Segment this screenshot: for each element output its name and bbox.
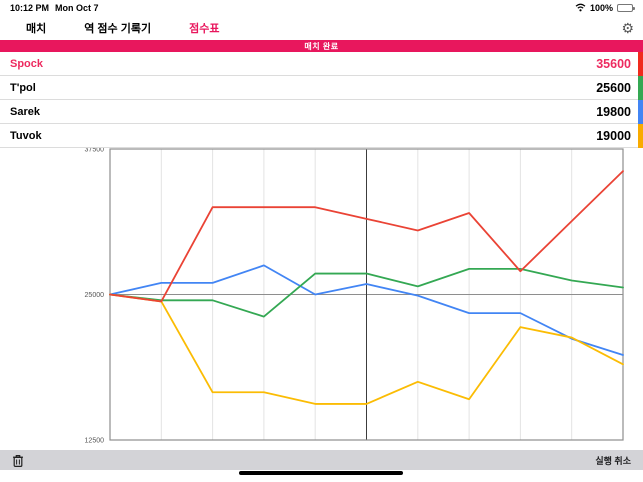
tab-match[interactable]: 매치 <box>26 23 47 35</box>
player-color-strip <box>638 52 643 76</box>
player-row[interactable]: Spock 35600 <box>0 52 643 76</box>
svg-text:12500: 12500 <box>85 438 105 445</box>
bottom-toolbar: 실행 취소 <box>0 450 643 470</box>
status-time: 10:12 PM <box>10 3 50 13</box>
player-score: 19000 <box>596 128 631 143</box>
home-indicator[interactable] <box>239 471 403 475</box>
player-score: 25600 <box>596 80 631 95</box>
banner-text: 매치 완료 <box>304 41 339 51</box>
player-row[interactable]: Sarek 19800 <box>0 100 643 124</box>
line-chart-svg: 37500 25000 12500 <box>85 147 624 445</box>
match-complete-banner: 매치 완료 <box>0 40 643 52</box>
player-color-strip <box>638 100 643 124</box>
wifi-icon <box>575 3 586 14</box>
tab-bar: 매치 역 점수 기록기 점수표 ⚙ <box>0 16 643 40</box>
player-name: T'pol <box>10 81 36 94</box>
player-row[interactable]: T'pol 25600 <box>0 76 643 100</box>
player-name: Spock <box>10 57 44 70</box>
status-bar: 10:12 PM Mon Oct 7 100% <box>0 0 643 16</box>
player-score: 35600 <box>596 56 631 71</box>
undo-button[interactable]: 실행 취소 <box>595 455 631 466</box>
tab-station-scorekeeper[interactable]: 역 점수 기록기 <box>84 23 152 35</box>
player-score: 19800 <box>596 104 631 119</box>
player-list: Spock 35600 T'pol 25600 Sarek 19800 Tuvo… <box>0 52 643 148</box>
player-name: Sarek <box>10 105 40 118</box>
svg-text:25000: 25000 <box>85 292 105 299</box>
svg-text:37500: 37500 <box>85 148 105 154</box>
player-color-strip <box>638 76 643 100</box>
battery-percent: 100% <box>589 3 613 13</box>
player-name: Tuvok <box>10 129 42 142</box>
score-history-chart: 37500 25000 12500 <box>0 147 643 450</box>
tab-scoreboard[interactable]: 점수표 <box>189 23 220 35</box>
status-date: Mon Oct 7 <box>55 3 99 13</box>
player-color-strip <box>638 124 643 148</box>
delete-trash-icon[interactable] <box>12 454 24 467</box>
battery-icon <box>617 4 635 12</box>
settings-gear-icon[interactable]: ⚙ <box>621 20 634 36</box>
player-row[interactable]: Tuvok 19000 <box>0 124 643 148</box>
